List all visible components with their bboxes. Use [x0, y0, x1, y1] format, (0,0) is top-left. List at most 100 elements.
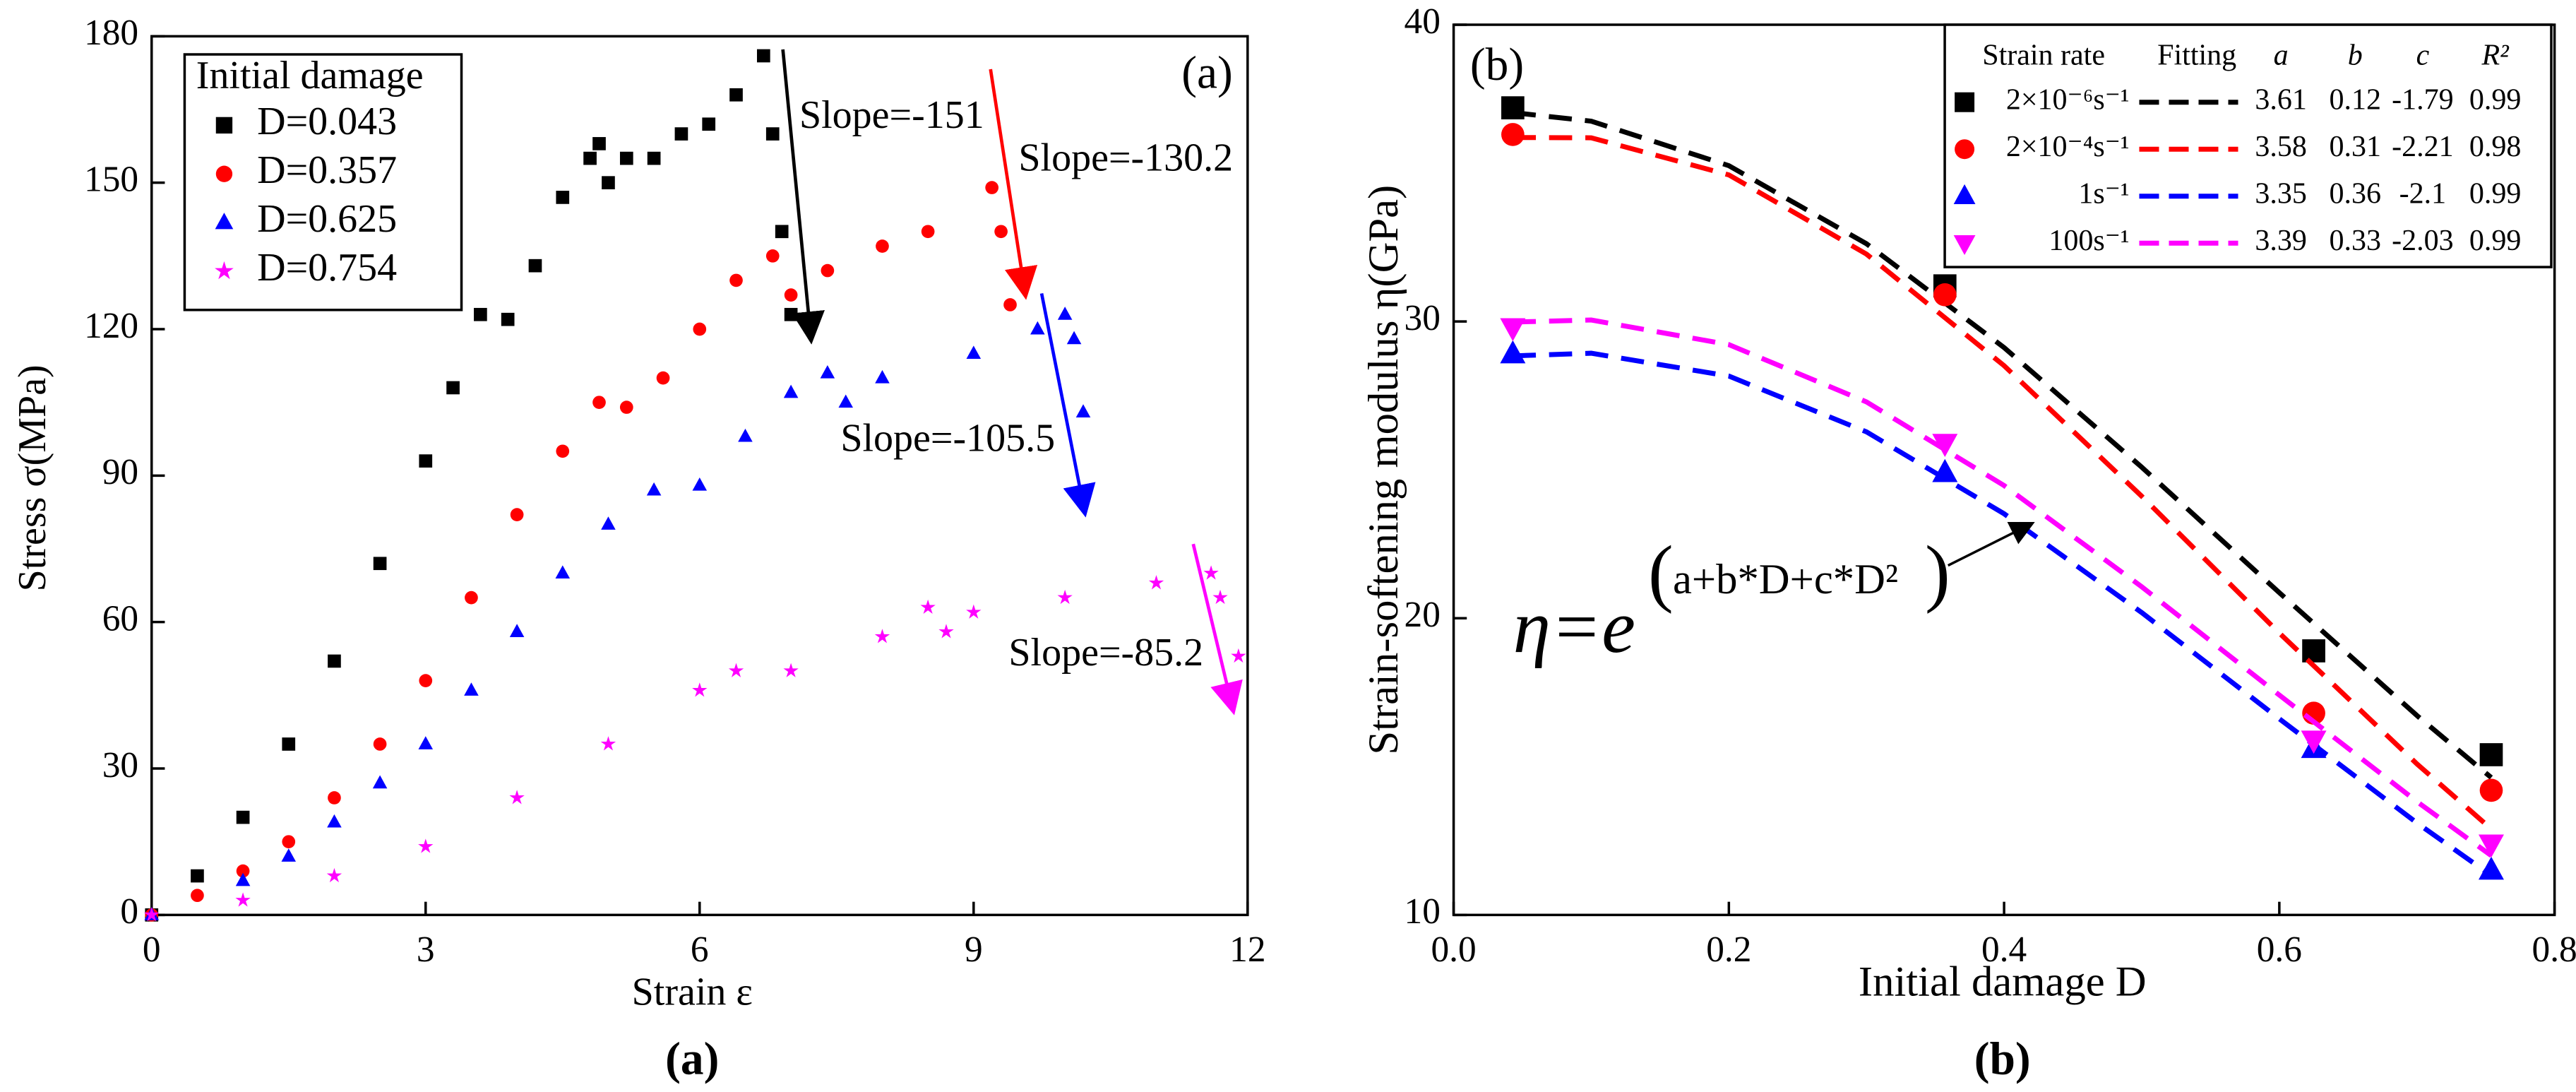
marker: [418, 838, 434, 853]
marker: [966, 604, 982, 619]
marker: [1955, 139, 1975, 160]
table-header: a: [2274, 39, 2289, 71]
marker: [191, 869, 204, 883]
x-axis-label: Strain ε: [632, 971, 753, 1014]
x-tick-label: 0.4: [1981, 930, 2027, 970]
marker: [646, 482, 662, 496]
marker: [784, 288, 798, 302]
marker: [765, 249, 780, 263]
eq-paren: (: [1648, 530, 1674, 615]
table-header: b: [2348, 39, 2363, 71]
marker: [756, 49, 770, 63]
marker: [1955, 92, 1975, 112]
x-tick-label: 0.6: [2257, 930, 2302, 970]
marker: [1030, 321, 1045, 335]
marker: [619, 151, 633, 165]
y-tick-label: 150: [84, 159, 138, 199]
marker: [656, 371, 670, 385]
arrow: [1191, 543, 1243, 716]
marker: [1075, 404, 1091, 417]
marker: [592, 396, 606, 410]
legend-label: D=0.625: [257, 197, 397, 241]
marker: [966, 345, 982, 360]
legend-label: 2×10⁻⁴s⁻¹: [2006, 131, 2130, 163]
marker: [647, 151, 661, 165]
marker: [236, 864, 250, 878]
marker: [875, 369, 890, 384]
marker: [555, 565, 571, 579]
fit-curve: [1513, 317, 2493, 858]
fit-curve: [1513, 135, 2493, 831]
marker: [602, 176, 615, 190]
legend-label: D=0.043: [257, 100, 397, 143]
arrow: [1039, 292, 1096, 518]
marker: [600, 736, 616, 751]
marker: [729, 273, 743, 287]
x-tick-label: 0.8: [2532, 930, 2576, 970]
marker: [282, 737, 296, 751]
marker: [1500, 318, 1526, 342]
marker: [215, 117, 233, 134]
fit-curve: [1512, 109, 2493, 780]
marker: [501, 312, 515, 326]
table-cell: 0.99: [2469, 177, 2521, 210]
marker: [920, 599, 936, 615]
marker: [419, 454, 433, 468]
marker: [783, 663, 799, 677]
marker: [1231, 648, 1246, 663]
marker: [556, 444, 570, 458]
marker: [464, 682, 479, 696]
marker: [876, 239, 889, 253]
marker: [1501, 123, 1525, 146]
marker: [556, 191, 570, 204]
y-tick-label: 40: [1405, 1, 1441, 42]
equation: η=e: [1513, 585, 1635, 669]
table-cell: 0.99: [2469, 83, 2521, 116]
table-cell: 3.35: [2255, 177, 2307, 210]
table-cell: 0.99: [2469, 225, 2521, 257]
caption: (b): [1974, 1033, 2031, 1084]
legend-box: [1943, 23, 2553, 268]
table-cell: -2.1: [2399, 177, 2447, 210]
table-header: R²: [2481, 39, 2510, 71]
y-axis-label: Stress σ(MPa): [11, 364, 54, 591]
fit-curve: [1513, 350, 2493, 878]
annotation: Slope=-85.2: [1008, 631, 1203, 675]
table-cell: 3.61: [2255, 83, 2307, 116]
arrow: [1947, 522, 2035, 567]
x-tick-label: 3: [417, 930, 435, 970]
y-tick-label: 10: [1405, 891, 1441, 932]
x-tick-label: 9: [965, 930, 983, 970]
marker: [1501, 96, 1525, 119]
table-header: Strain rate: [1982, 39, 2105, 71]
legend-label: D=0.754: [257, 246, 397, 290]
marker: [215, 165, 233, 182]
marker: [2479, 743, 2503, 766]
y-tick-label: 0: [120, 891, 138, 932]
marker: [373, 737, 387, 751]
marker: [775, 225, 789, 239]
marker: [874, 629, 890, 643]
marker: [509, 790, 525, 805]
x-tick-label: 0: [143, 930, 161, 970]
marker: [729, 88, 743, 102]
legend-label: D=0.357: [257, 148, 397, 192]
marker: [1148, 575, 1164, 590]
eq-paren: ): [1925, 530, 1950, 615]
marker: [619, 400, 633, 414]
marker: [1203, 565, 1219, 580]
marker: [215, 213, 234, 230]
marker: [583, 151, 597, 165]
marker: [783, 384, 799, 398]
x-tick-label: 12: [1229, 930, 1265, 970]
arrow: [989, 69, 1038, 300]
marker: [236, 810, 250, 824]
marker: [1212, 589, 1228, 605]
table-cell: -2.21: [2392, 131, 2453, 163]
marker: [601, 516, 616, 530]
legend-box: [183, 53, 463, 311]
marker: [510, 508, 524, 521]
marker: [1500, 340, 1526, 364]
y-tick-label: 20: [1405, 595, 1441, 635]
